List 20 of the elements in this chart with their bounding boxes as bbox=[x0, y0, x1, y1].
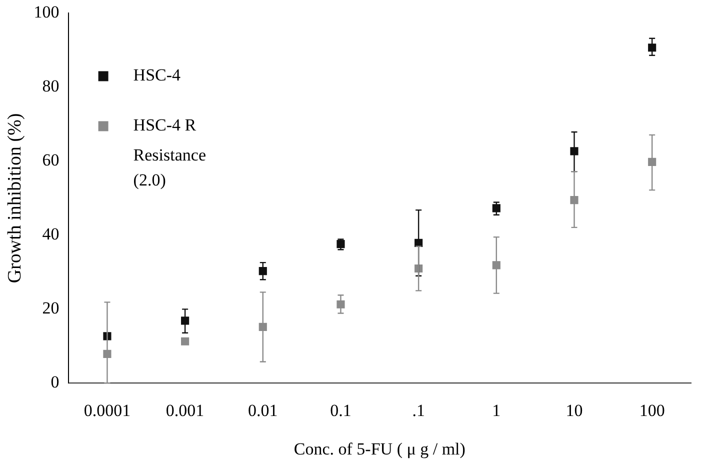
x-tick-label: 0.1 bbox=[330, 400, 352, 420]
y-tick-label: 100 bbox=[34, 2, 60, 22]
y-tick-label: 60 bbox=[42, 150, 60, 170]
y-tick-label: 20 bbox=[42, 298, 60, 318]
y-tick-label: 40 bbox=[42, 224, 60, 244]
x-tick-label: 0.0001 bbox=[84, 400, 131, 420]
x-tick-label: 1 bbox=[492, 400, 501, 420]
x-axis-title: Conc. of 5-FU ( μ g / ml) bbox=[294, 439, 466, 458]
x-tick-label: 10 bbox=[566, 400, 583, 420]
x-tick-label: 0.01 bbox=[248, 400, 278, 420]
legend-label: HSC-4 R bbox=[133, 116, 197, 135]
x-tick-label: .1 bbox=[412, 400, 425, 420]
y-tick-label: 80 bbox=[42, 76, 60, 96]
x-tick-label: 100 bbox=[639, 400, 665, 420]
y-tick-label: 0 bbox=[50, 372, 60, 392]
legend-label: HSC-4 bbox=[133, 66, 182, 85]
point bbox=[181, 337, 190, 346]
y-axis-title: Growth inhibition (%) bbox=[4, 113, 26, 284]
annotation: Resistance (2.0) bbox=[133, 146, 206, 190]
x-tick-label: 0.001 bbox=[166, 400, 204, 420]
